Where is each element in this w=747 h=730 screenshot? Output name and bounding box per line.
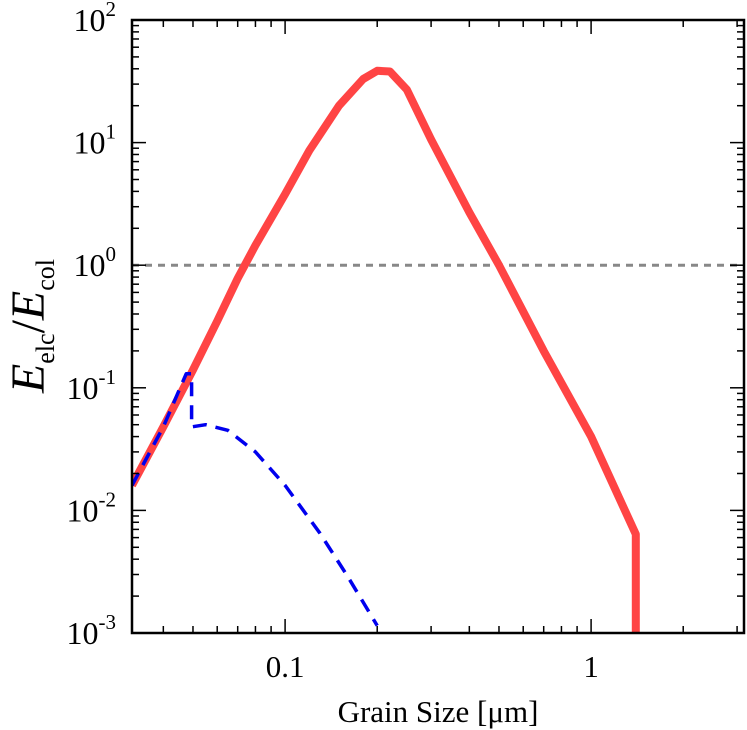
y-label-numerator-sub: elc: [31, 333, 60, 363]
y-tick-label: 101: [74, 120, 117, 161]
y-tick-label: 10-2: [67, 487, 117, 528]
ticks-layer: [132, 19, 744, 634]
x-tick-label: 1: [583, 649, 599, 684]
series-layer: [132, 66, 744, 633]
y-tick-label: 100: [74, 242, 117, 283]
x-tick-label: 0.1: [266, 649, 305, 684]
series-line-component: [132, 372, 379, 627]
y-tick-label: 10-1: [67, 365, 117, 406]
y-label-slash: /: [2, 319, 55, 333]
series-line-total: [132, 66, 640, 633]
y-label-denominator-sub: col: [31, 259, 60, 291]
x-axis-label: Grain Size [μm]: [338, 694, 539, 729]
y-axis-label: Eelc/Ecol: [2, 259, 60, 394]
y-label-numerator: E: [2, 364, 55, 394]
plot-frame: [130, 18, 746, 635]
labels-layer: 10-3 10-2 10-1 100 101 102 0.1 1: [67, 0, 599, 684]
y-label-denominator: E: [2, 291, 55, 321]
y-tick-label: 10-3: [67, 610, 117, 651]
y-tick-label: 102: [74, 0, 117, 38]
